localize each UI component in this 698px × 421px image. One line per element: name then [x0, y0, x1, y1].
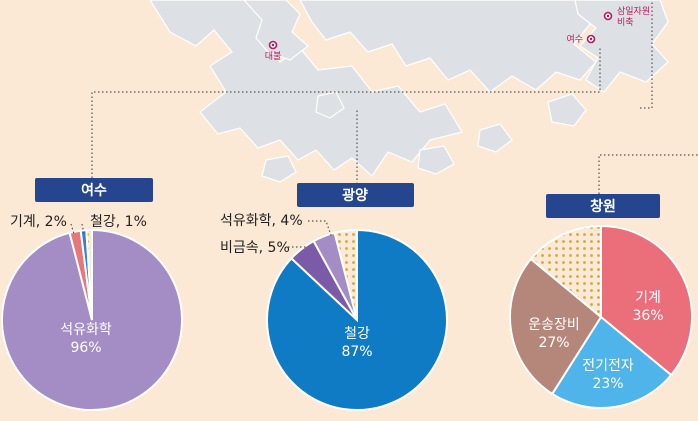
data-label-yeosu-seokyu-name: 석유화학 — [60, 322, 112, 338]
badge-gwangyang-label: 광양 — [342, 187, 368, 204]
labels-gwangyang: 석유화학, 4% 비금속, 5% 철강 87% — [220, 213, 373, 360]
labels-yeosu: 기계, 2% 철강, 1% 석유화학 96% — [10, 214, 147, 356]
leader-lines — [91, 0, 698, 194]
badge-yeosu-label: 여수 — [81, 182, 107, 199]
data-label-changwon-gigye-value: 36% — [632, 308, 663, 324]
pie-gwangyang — [266, 228, 448, 411]
data-label-yeosu-gigye: 기계, 2% — [10, 214, 67, 230]
leader-line-top-right — [640, 0, 653, 109]
map-marker-daebul: 대불 — [265, 40, 282, 62]
labels-changwon: 기계 36% 전기전자 23% 운송장비 27% — [528, 290, 663, 392]
badge-gwangyang: 광양 — [297, 183, 414, 207]
data-label-changwon-gigye-name: 기계 — [635, 290, 661, 306]
data-label-gwangyang-seokyu: 석유화학, 4% — [220, 213, 303, 229]
data-label-gwangyang-cheolgang-value: 87% — [341, 344, 372, 360]
background-map — [149, 0, 669, 183]
pie-changwon — [509, 224, 694, 409]
pie-slice-2-2 — [509, 257, 603, 396]
map-marker-stockpile: 삼일자원 비축 — [603, 6, 650, 28]
data-label-changwon-jeongi-name: 전기전자 — [582, 358, 634, 374]
data-label-changwon-unsong-value: 27% — [538, 335, 569, 351]
map-label-stockpile-2: 비축 — [617, 17, 634, 28]
data-label-gwangyang-bigeum: 비금속, 5% — [220, 240, 290, 256]
badge-changwon-label: 창원 — [590, 198, 616, 215]
data-label-gwangyang-cheolgang-name: 철강 — [344, 326, 370, 342]
data-label-changwon-unsong-name: 운송장비 — [528, 317, 580, 333]
pie-slice-0-3 — [85, 228, 93, 321]
pie-slice-1-3 — [333, 228, 358, 321]
leader-line-yeosu — [91, 46, 601, 182]
pie-yeosu — [1, 228, 184, 411]
badge-yeosu: 여수 — [35, 178, 153, 202]
map-label-yeosu: 여수 — [566, 33, 583, 45]
map-label-daebul: 대불 — [265, 51, 282, 62]
badge-changwon: 창원 — [546, 194, 660, 218]
data-label-changwon-jeongi-value: 23% — [592, 376, 623, 392]
pie-slice-2-1 — [550, 315, 673, 409]
data-label-yeosu-seokyu-value: 96% — [70, 340, 101, 356]
leader-cheolgang-yeosu — [81, 223, 85, 235]
map-label-stockpile: 삼일자원 — [617, 6, 650, 17]
pie-slice-2-3 — [529, 224, 602, 320]
leader-line-changwon — [598, 154, 698, 194]
leader-gigye-yeosu — [70, 223, 75, 235]
map-marker-yeosu: 여수 — [566, 33, 596, 45]
data-label-yeosu-cheolgang: 철강, 1% — [90, 214, 147, 230]
pie-slice-2-0 — [600, 224, 694, 377]
